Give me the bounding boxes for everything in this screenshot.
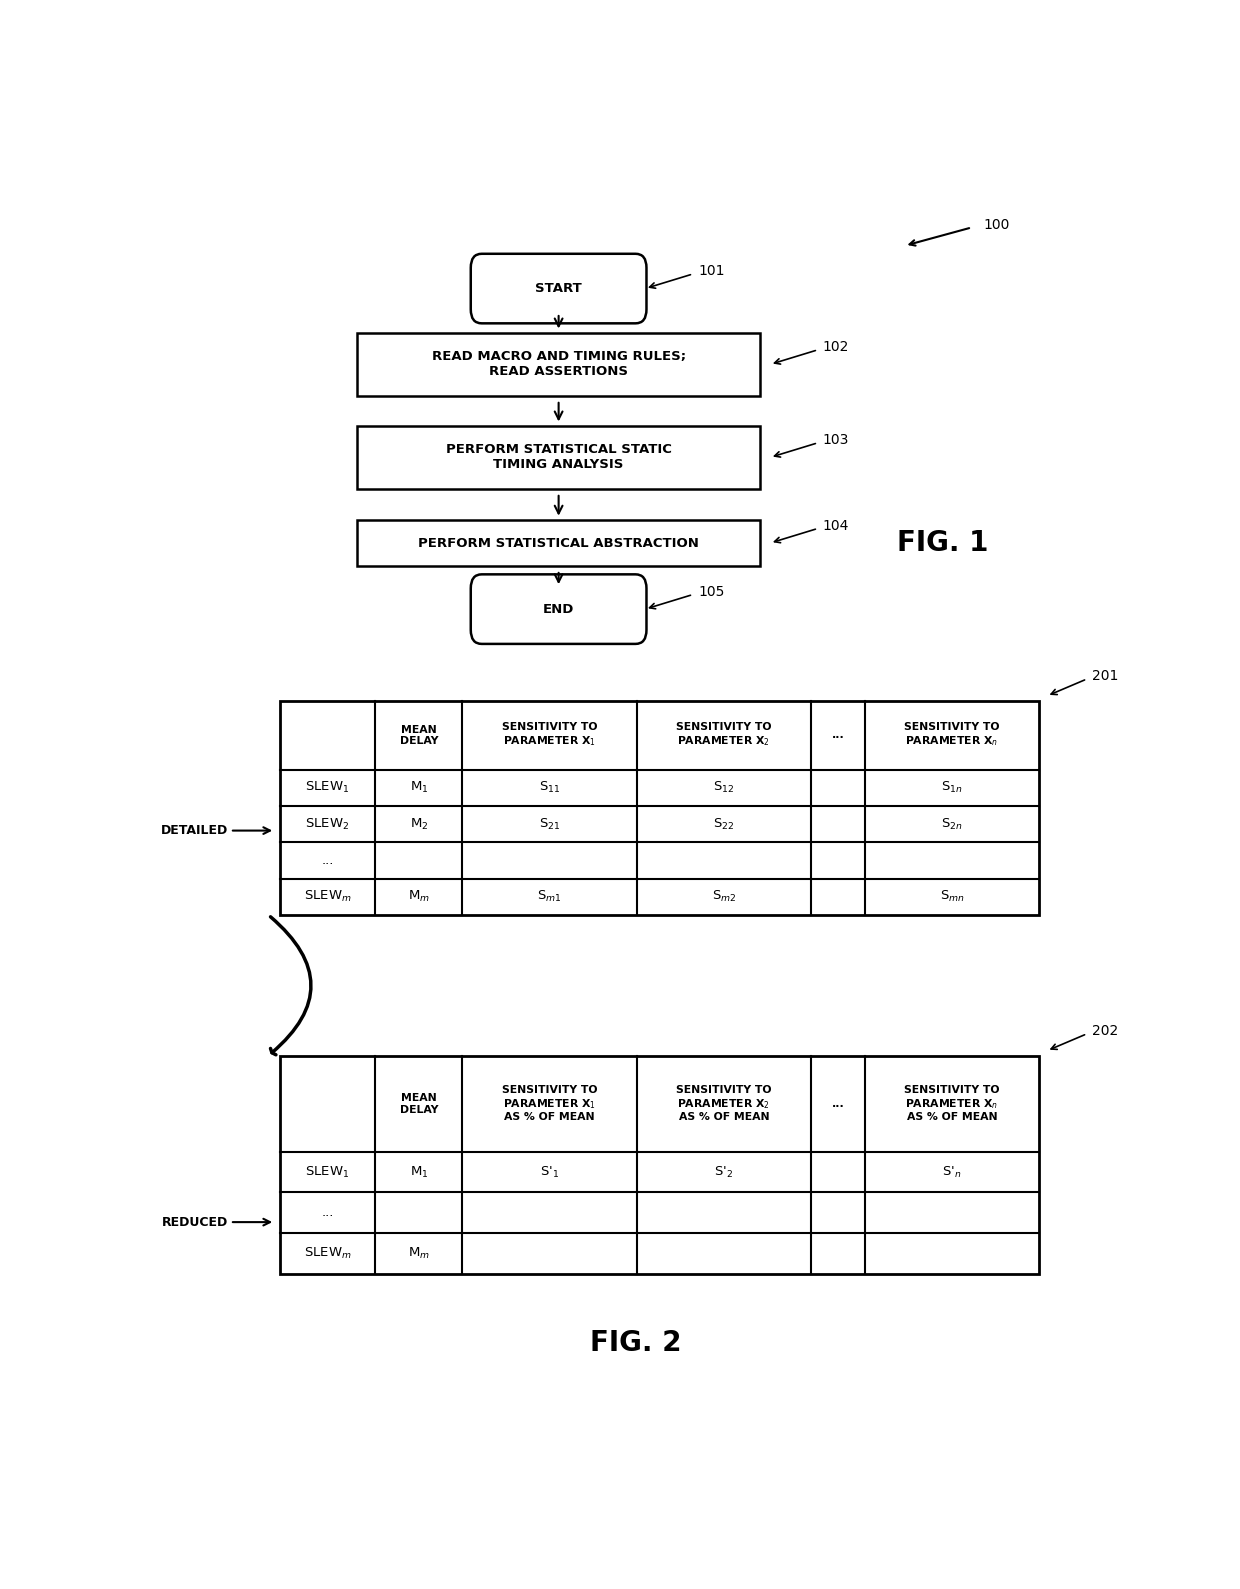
Text: S$_{m2}$: S$_{m2}$ [712,890,737,904]
Text: 104: 104 [823,520,849,532]
Text: ...: ... [321,1206,334,1219]
Bar [357,426,760,489]
Text: ...: ... [832,731,844,740]
Text: 105: 105 [698,585,724,599]
Text: S$_{m1}$: S$_{m1}$ [537,890,562,904]
Text: SLEW$_m$: SLEW$_m$ [304,890,351,904]
FancyBboxPatch shape [471,574,646,644]
Text: FIG. 2: FIG. 2 [590,1330,681,1357]
Text: M$_m$: M$_m$ [408,1246,430,1260]
Bar [280,1055,1039,1273]
Text: S'$_1$: S'$_1$ [539,1165,559,1179]
Text: S$_{12}$: S$_{12}$ [713,780,734,796]
Text: S$_{22}$: S$_{22}$ [713,817,734,831]
Bar [357,332,760,396]
Text: 202: 202 [1092,1025,1118,1038]
Text: REDUCED: REDUCED [161,1216,228,1228]
Text: S$_{mn}$: S$_{mn}$ [940,890,965,904]
Text: 102: 102 [823,340,849,354]
Text: S$_{21}$: S$_{21}$ [539,817,560,831]
Text: MEAN
DELAY: MEAN DELAY [399,725,438,747]
Text: SENSITIVITY TO
PARAMETER X$_2$
AS % OF MEAN: SENSITIVITY TO PARAMETER X$_2$ AS % OF M… [676,1085,771,1122]
Text: 100: 100 [983,218,1009,232]
Text: SENSITIVITY TO
PARAMETER X$_n$: SENSITIVITY TO PARAMETER X$_n$ [904,723,999,748]
Text: S$_{11}$: S$_{11}$ [539,780,560,796]
Text: SLEW$_1$: SLEW$_1$ [305,1165,350,1179]
Text: SLEW$_2$: SLEW$_2$ [305,817,350,831]
Text: M$_m$: M$_m$ [408,890,430,904]
Text: SLEW$_1$: SLEW$_1$ [305,780,350,796]
FancyArrowPatch shape [270,917,311,1055]
Text: PERFORM STATISTICAL STATIC
TIMING ANALYSIS: PERFORM STATISTICAL STATIC TIMING ANALYS… [445,443,672,472]
Text: S$_{1n}$: S$_{1n}$ [941,780,962,796]
Text: READ MACRO AND TIMING RULES;
READ ASSERTIONS: READ MACRO AND TIMING RULES; READ ASSERT… [432,351,686,378]
Text: START: START [536,283,582,296]
Text: END: END [543,602,574,615]
Bar [280,701,1039,915]
Text: MEAN
DELAY: MEAN DELAY [399,1093,438,1114]
Text: ...: ... [832,1098,844,1109]
FancyBboxPatch shape [471,254,646,323]
Bar [357,520,760,566]
Text: S'$_n$: S'$_n$ [942,1165,962,1179]
Text: S$_{2n}$: S$_{2n}$ [941,817,962,831]
Text: DETAILED: DETAILED [161,825,228,837]
Text: SENSITIVITY TO
PARAMETER X$_1$: SENSITIVITY TO PARAMETER X$_1$ [502,723,598,748]
Text: SENSITIVITY TO
PARAMETER X$_n$
AS % OF MEAN: SENSITIVITY TO PARAMETER X$_n$ AS % OF M… [904,1085,999,1122]
Text: PERFORM STATISTICAL ABSTRACTION: PERFORM STATISTICAL ABSTRACTION [418,537,699,550]
Text: M$_2$: M$_2$ [409,817,428,831]
Text: FIG. 1: FIG. 1 [898,529,988,558]
Text: SENSITIVITY TO
PARAMETER X$_1$
AS % OF MEAN: SENSITIVITY TO PARAMETER X$_1$ AS % OF M… [502,1085,598,1122]
Text: 103: 103 [823,434,849,447]
Text: 201: 201 [1092,669,1118,683]
Text: S'$_2$: S'$_2$ [714,1165,733,1179]
Text: M$_1$: M$_1$ [409,1165,428,1179]
Text: SENSITIVITY TO
PARAMETER X$_2$: SENSITIVITY TO PARAMETER X$_2$ [676,723,771,748]
Text: 101: 101 [698,264,724,278]
Text: SLEW$_m$: SLEW$_m$ [304,1246,351,1260]
Text: M$_1$: M$_1$ [409,780,428,796]
Text: ...: ... [321,853,334,868]
